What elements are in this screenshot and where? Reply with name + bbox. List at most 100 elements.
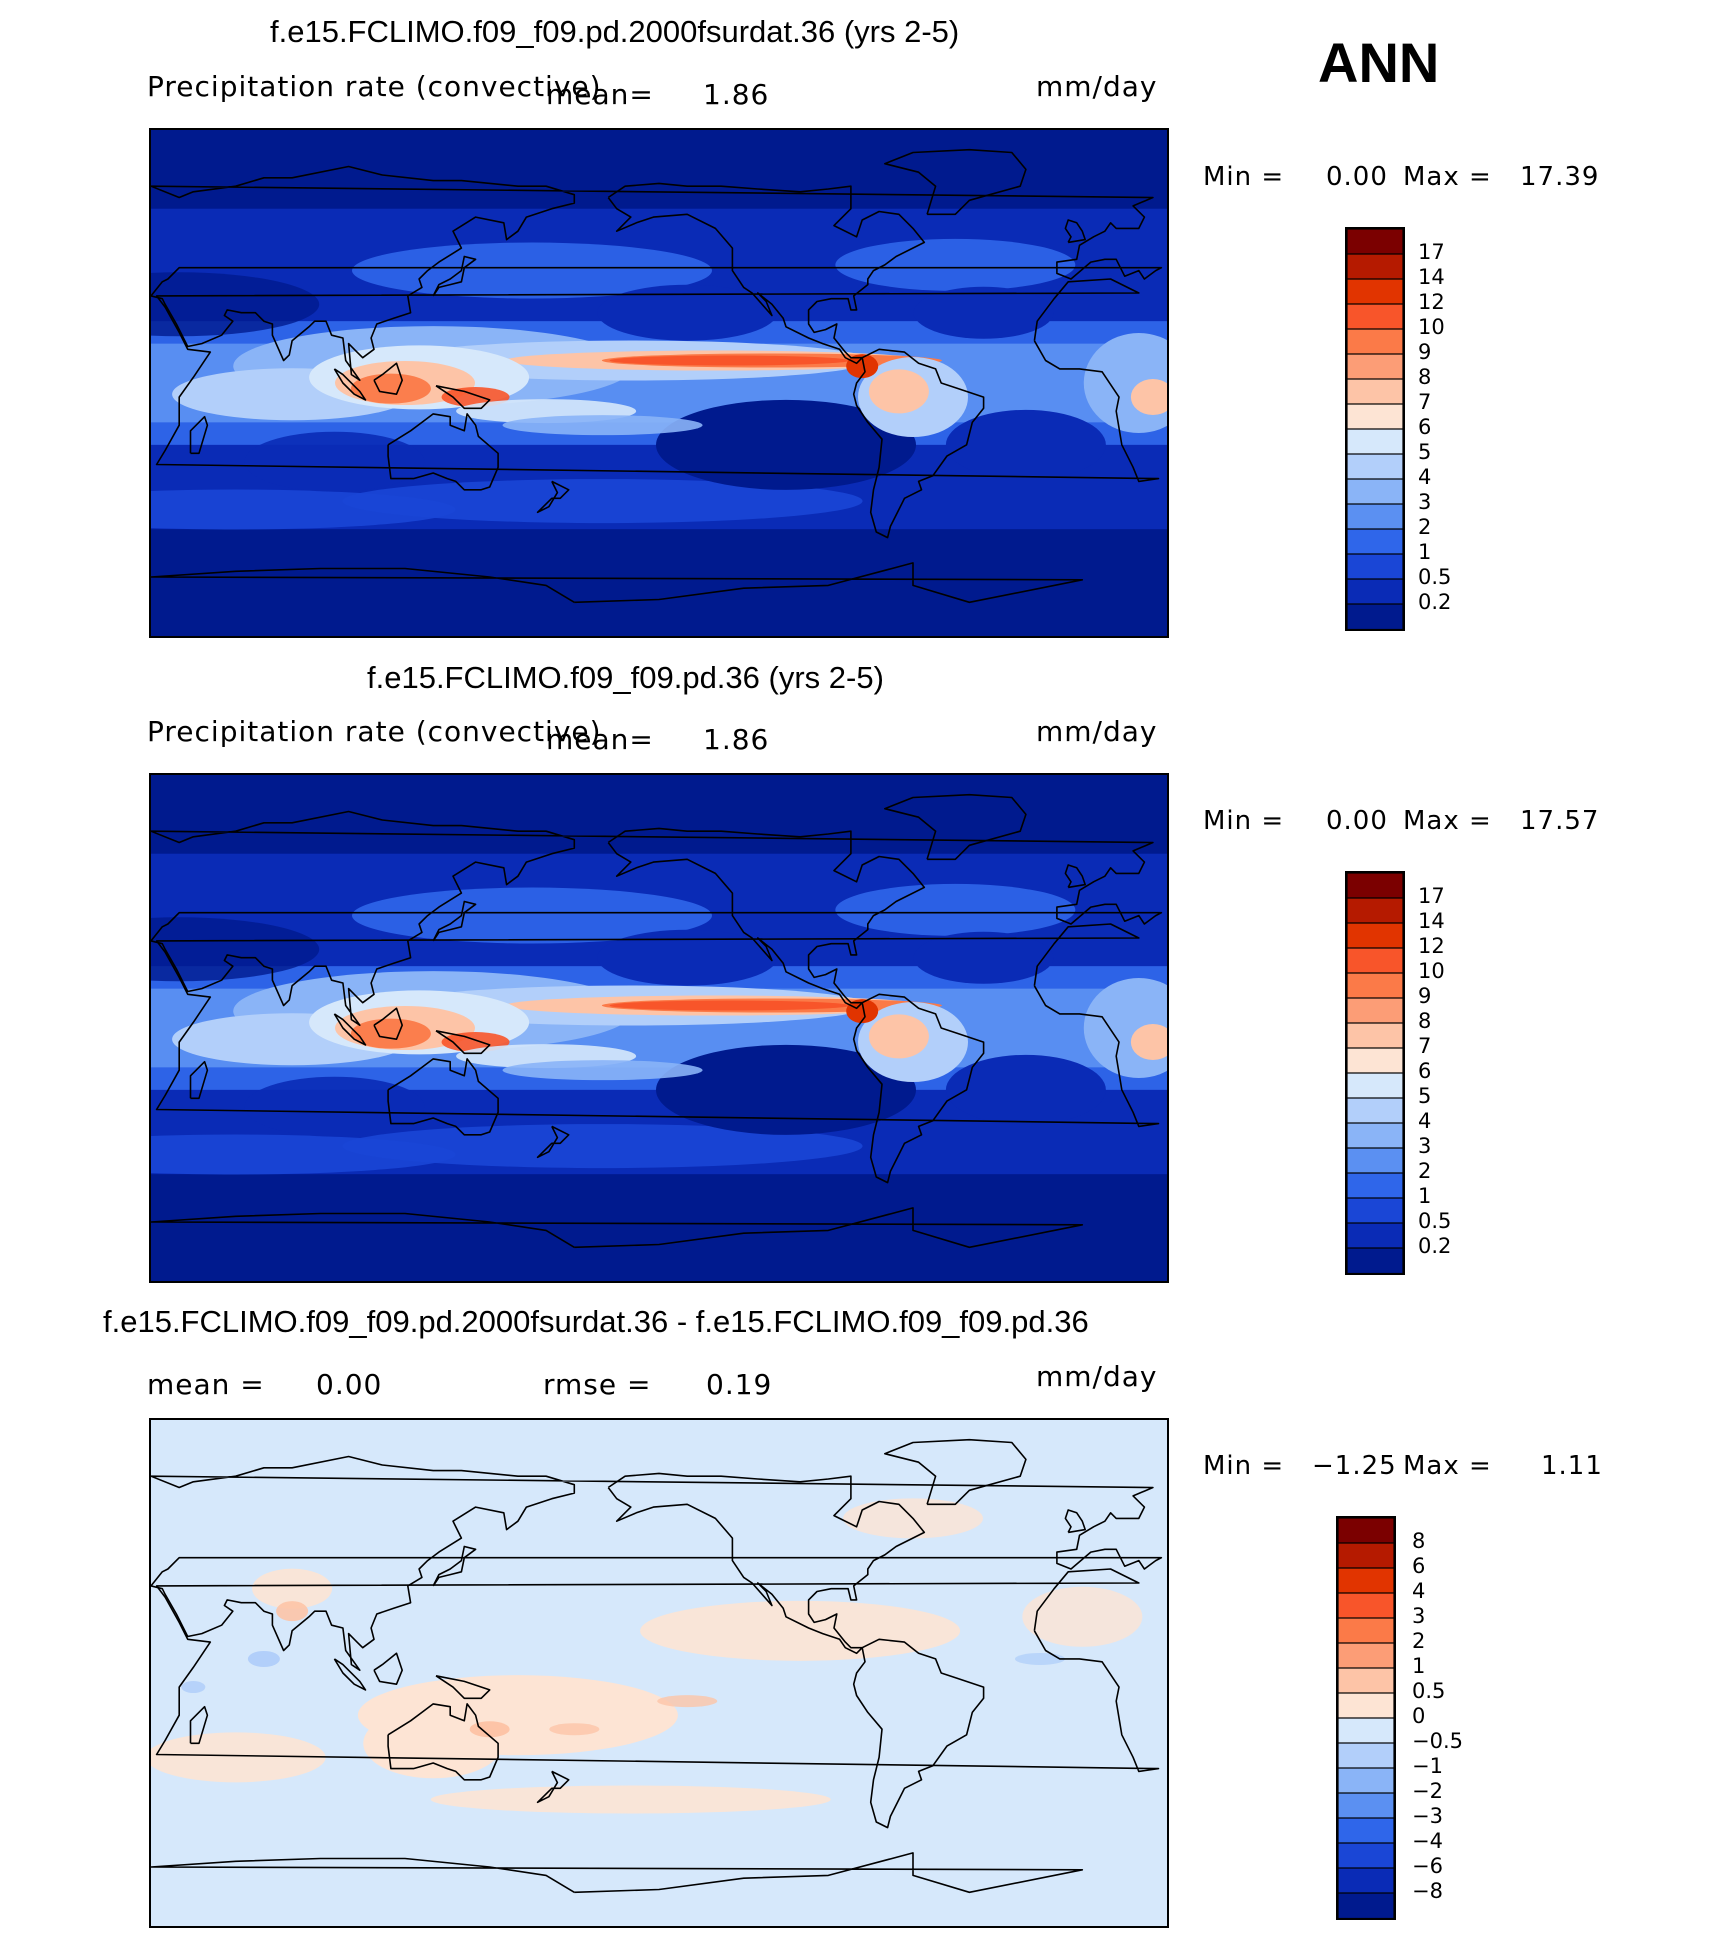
contour-region (846, 999, 879, 1024)
colorbar-tick-label: 8 (1418, 1009, 1432, 1033)
panel3-colorbar (1336, 1516, 1396, 1920)
colorbar-tick-label: 9 (1418, 340, 1432, 364)
colorbar-swatch (1347, 972, 1403, 1000)
contour-region (868, 1014, 929, 1059)
colorbar-swatch (1347, 1097, 1403, 1125)
coastline (432, 900, 477, 942)
colorbar-swatch (1338, 1692, 1394, 1720)
panel1-min-label: Min = (1203, 162, 1285, 192)
panel3-max-value: 1.11 (1541, 1451, 1603, 1481)
colorbar-tick-label: 0.5 (1412, 1679, 1446, 1703)
colorbar-tick-label: 12 (1418, 290, 1445, 314)
panel2-title: f.e15.FCLIMO.f09_f09.pd.36 (yrs 2-5) (367, 660, 884, 695)
panel2-max-value: 17.57 (1520, 806, 1600, 836)
colorbar-swatch (1347, 1172, 1403, 1200)
contour-region (276, 1601, 309, 1622)
colorbar-tick-label: 5 (1418, 440, 1432, 464)
colorbar-swatch (1347, 278, 1403, 306)
coastline (387, 413, 499, 491)
coastline (189, 1060, 209, 1100)
colorbar-swatch (1347, 1147, 1403, 1175)
panel2-colorbar (1345, 871, 1405, 1275)
colorbar-tick-label: 0.5 (1418, 1209, 1452, 1233)
colorbar-swatch (1338, 1717, 1394, 1745)
colorbar-swatch (1347, 353, 1403, 381)
colorbar-tick-label: 14 (1418, 909, 1445, 933)
colorbar-swatch (1347, 578, 1403, 606)
colorbar-tick-label: 7 (1418, 1034, 1432, 1058)
colorbar-swatch (1347, 478, 1403, 506)
colorbar-swatch (1347, 328, 1403, 356)
colorbar-tick-label: 14 (1418, 265, 1445, 289)
colorbar-tick-label: 4 (1412, 1579, 1426, 1603)
contour-region (244, 1076, 425, 1137)
contour-region (430, 1785, 831, 1814)
coastline (333, 1013, 367, 1046)
colorbar-tick-label: 17 (1418, 240, 1445, 264)
coastline (607, 1472, 926, 1655)
coastline (852, 993, 985, 1184)
colorbar-tick-label: 4 (1418, 465, 1432, 489)
coastline (333, 1658, 367, 1691)
colorbar-tick-label: −3 (1412, 1804, 1443, 1828)
contour-region (597, 284, 778, 341)
coastline (155, 1568, 1160, 1773)
colorbar-swatch (1347, 922, 1403, 950)
season-label: ANN (1318, 31, 1440, 94)
colorbar-swatch (1347, 378, 1403, 406)
coastline (1064, 864, 1087, 889)
contour-region (350, 1018, 431, 1049)
colorbar-tick-label: 17 (1418, 884, 1445, 908)
colorbar-tick-label: 7 (1418, 390, 1432, 414)
colorbar-swatch (1347, 1022, 1403, 1050)
contour-region (1130, 379, 1167, 416)
colorbar-tick-label: 2 (1418, 1159, 1432, 1183)
contour-region (656, 399, 916, 490)
colorbar-tick-label: −0.5 (1412, 1729, 1463, 1753)
colorbar-swatch (1347, 1122, 1403, 1150)
contour-region (244, 431, 425, 492)
panel1-mean-value: 1.86 (703, 78, 770, 111)
panel1-variable: Precipitation rate (convective) (147, 70, 602, 103)
colorbar-tick-label: 2 (1418, 515, 1432, 539)
colorbar-tick-label: 3 (1412, 1604, 1426, 1628)
colorbar-swatch (1347, 603, 1403, 629)
colorbar-tick-label: 12 (1418, 934, 1445, 958)
panel1-max-label: Max = (1403, 162, 1492, 192)
coastline (883, 148, 1027, 216)
contour-region (640, 1600, 961, 1661)
contour-region (657, 1695, 718, 1708)
colorbar-tick-label: 2 (1412, 1629, 1426, 1653)
coastline (435, 385, 491, 410)
panel3-rmse-value: 0.19 (706, 1368, 773, 1401)
colorbar-swatch (1338, 1542, 1394, 1570)
contour-region (1022, 1586, 1143, 1647)
colorbar-swatch (1338, 1518, 1394, 1545)
colorbar-tick-label: 1 (1418, 540, 1432, 564)
colorbar-swatch (1347, 947, 1403, 975)
panel3-max-label: Max = (1403, 1451, 1492, 1481)
colorbar-tick-label: −2 (1412, 1779, 1443, 1803)
coastline (189, 415, 209, 455)
colorbar-swatch (1338, 1742, 1394, 1770)
colorbar-swatch (1338, 1867, 1394, 1895)
colorbar-tick-label: 0 (1412, 1704, 1426, 1728)
colorbar-tick-label: −1 (1412, 1754, 1443, 1778)
contour-region (252, 1568, 333, 1609)
colorbar-swatch (1347, 1222, 1403, 1250)
panel2-min-value: 0.00 (1326, 806, 1388, 836)
colorbar-swatch (1338, 1767, 1394, 1795)
coastline (852, 1638, 985, 1829)
contour-region (597, 929, 778, 986)
coastline (536, 480, 570, 514)
panel1-map (149, 128, 1169, 638)
coastline (536, 1125, 570, 1159)
colorbar-tick-label: 6 (1418, 1059, 1432, 1083)
coastline (373, 1007, 403, 1041)
contour-region (151, 917, 320, 982)
coastline (883, 1438, 1027, 1506)
colorbar-swatch (1338, 1592, 1394, 1620)
colorbar-tick-label: 0.2 (1418, 590, 1452, 614)
coastline (373, 1652, 403, 1686)
coastline (151, 1852, 1084, 1894)
